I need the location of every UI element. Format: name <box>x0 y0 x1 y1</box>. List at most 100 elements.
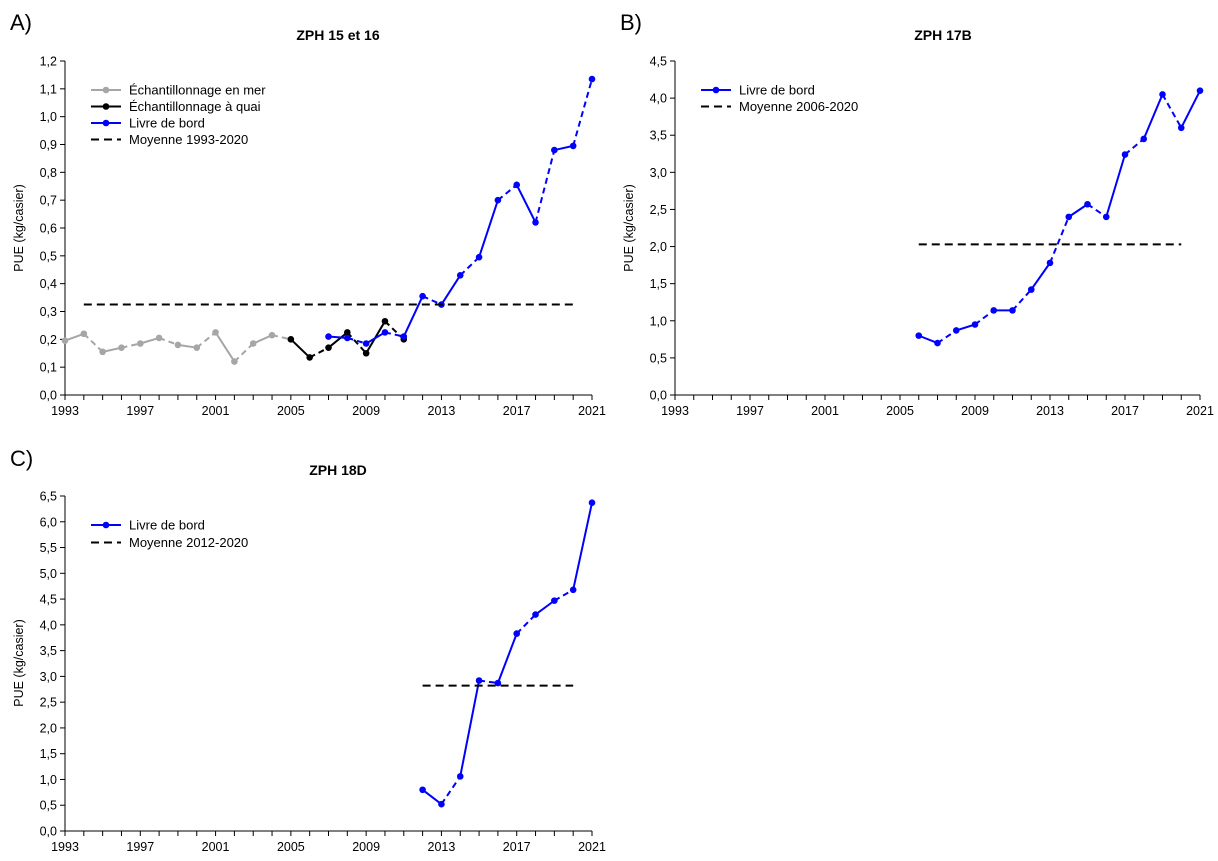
data-point <box>990 307 998 314</box>
series-segment <box>1068 203 1089 218</box>
y-tick-label: 0,0 <box>650 389 667 403</box>
series-segment <box>421 788 443 805</box>
series-segment <box>974 309 995 326</box>
x-tick-label: 2005 <box>277 404 305 418</box>
legend-entry: Livre de bord <box>91 116 205 131</box>
y-tick-label: 1,1 <box>40 82 57 96</box>
x-tick-label: 2013 <box>428 404 456 418</box>
data-point <box>136 340 144 347</box>
y-tick-label: 2,0 <box>40 721 57 735</box>
series-1 <box>419 499 596 808</box>
y-tick-label: 1,2 <box>40 55 57 69</box>
data-point <box>513 181 521 189</box>
series-segment <box>158 337 179 346</box>
legend-label: Livre de bord <box>129 116 205 131</box>
series-segment <box>214 331 236 363</box>
series-segment <box>936 329 957 344</box>
data-point <box>456 272 464 279</box>
y-axis-label: PUE (kg/casier) <box>622 184 636 272</box>
series-segment <box>1086 203 1107 218</box>
legend-marker <box>102 521 110 529</box>
panel-letter: A) <box>10 10 32 35</box>
x-tick-label: 2009 <box>352 840 380 854</box>
series-segment <box>553 588 574 602</box>
y-tick-label: 3,5 <box>650 129 667 143</box>
legend-label: Moyenne 2012-2020 <box>129 535 248 550</box>
y-tick-label: 5,5 <box>40 541 57 555</box>
series-segment <box>346 331 367 354</box>
legend: Livre de bord Moyenne 2012-2020 <box>91 518 248 550</box>
y-tick-label: 0,4 <box>40 277 57 291</box>
data-point <box>268 331 276 339</box>
legend-label: Moyenne 2006-2020 <box>739 99 858 114</box>
x-tick-label: 2021 <box>1186 404 1214 418</box>
x-tick-label: 2017 <box>503 404 531 418</box>
legend-label: Moyenne 1993-2020 <box>129 132 248 147</box>
series-segment <box>1124 138 1145 156</box>
y-tick-label: 6,5 <box>40 490 57 504</box>
legend-label: Livre de bord <box>129 518 205 533</box>
legend-entry: Moyenne 2006-2020 <box>701 99 858 114</box>
y-tick-label: 0,9 <box>40 138 57 152</box>
data-point <box>61 337 69 345</box>
x-tick-label: 2009 <box>961 404 989 418</box>
series-segment <box>496 633 518 684</box>
data-point <box>118 344 125 351</box>
y-tick-label: 0,0 <box>40 389 57 403</box>
data-point <box>306 354 313 361</box>
data-point <box>249 340 257 347</box>
chart-title: ZPH 15 et 16 <box>296 27 379 43</box>
legend-marker <box>712 86 720 94</box>
x-tick-label: 2017 <box>503 840 531 854</box>
y-tick-label: 1,0 <box>650 314 667 328</box>
data-point <box>193 344 201 351</box>
legend-entry: Moyenne 1993-2020 <box>91 132 248 147</box>
x-tick-label: 2001 <box>811 404 839 418</box>
data-point <box>400 333 408 340</box>
series-1 <box>915 87 1204 347</box>
series-segment <box>497 184 518 201</box>
x-tick-label: 2017 <box>1111 404 1139 418</box>
data-point <box>231 358 238 365</box>
legend-entry: Livre de bord <box>701 83 815 98</box>
data-point <box>456 773 464 780</box>
data-point <box>438 800 445 808</box>
series-segment <box>534 599 555 616</box>
panel-letter: C) <box>10 446 33 471</box>
x-tick-label: 2005 <box>277 840 305 854</box>
x-tick-label: 1993 <box>51 840 79 854</box>
legend-entry: Échantillonnage à quai <box>91 99 261 114</box>
y-tick-label: 0,7 <box>40 194 57 208</box>
data-point <box>1196 87 1204 94</box>
x-tick-label: 1997 <box>126 840 154 854</box>
series-segment <box>252 334 273 345</box>
data-point <box>1140 135 1148 143</box>
y-tick-label: 0,8 <box>40 166 57 180</box>
y-tick-label: 4,0 <box>650 92 667 106</box>
y-tick-label: 6,0 <box>40 515 57 529</box>
chart-title: ZPH 17B <box>914 27 972 43</box>
legend-marker <box>102 86 110 94</box>
y-tick-label: 2,5 <box>40 696 57 710</box>
y-tick-label: 0,3 <box>40 305 57 319</box>
chart-panel-1: A) ZPH 15 et 16 0,0 0,1 0,2 0,3 0,4 0,5 0,6 0,7 0,… <box>10 10 606 418</box>
y-tick-label: 3,0 <box>40 670 57 684</box>
legend-label: Livre de bord <box>739 83 815 98</box>
data-point <box>1065 213 1073 221</box>
y-tick-label: 1,0 <box>40 110 57 124</box>
data-point <box>381 329 389 336</box>
data-point <box>1084 200 1091 208</box>
y-tick-label: 2,5 <box>650 203 667 217</box>
series-segment <box>309 346 329 359</box>
data-point <box>532 219 539 226</box>
legend-entry: Livre de bord <box>91 518 205 533</box>
data-point <box>513 630 521 637</box>
data-point <box>532 611 539 618</box>
series-segment <box>64 332 85 342</box>
data-point <box>344 334 351 342</box>
series-segment <box>572 78 593 147</box>
data-point <box>419 292 426 300</box>
data-point <box>1121 151 1129 158</box>
y-axis-label: PUE (kg/casier) <box>12 184 26 272</box>
